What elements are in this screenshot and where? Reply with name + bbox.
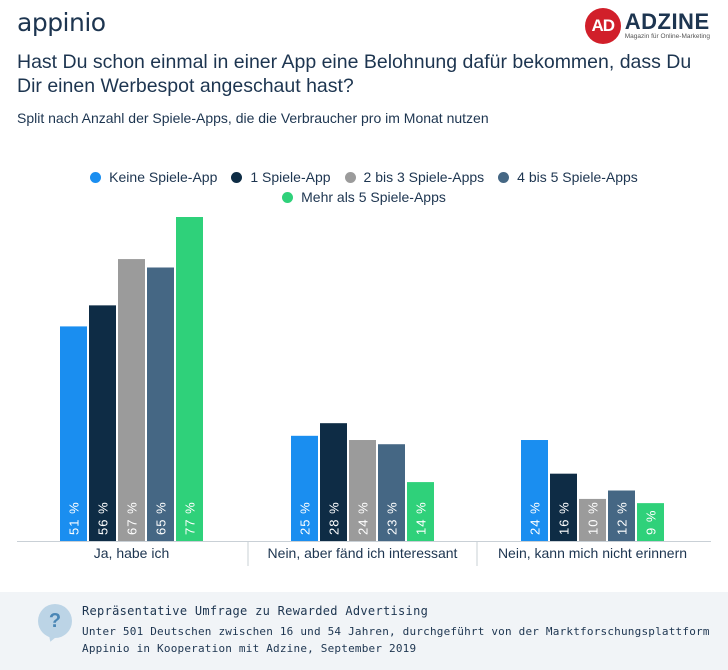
bar (608, 490, 635, 541)
bar (320, 423, 347, 541)
header: appinio AD ADZINE Magazin für Online-Mar… (0, 0, 728, 46)
bar (291, 435, 318, 541)
data-label: 65 % (154, 501, 169, 535)
category-label: Nein, aber fänd ich interessant (268, 545, 458, 561)
footer-line-2: Appinio in Kooperation mit Adzine, Septe… (82, 642, 417, 655)
legend-label: 4 bis 5 Spiele-Apps (517, 169, 638, 185)
footer-title: Repräsentative Umfrage zu Rewarded Adver… (82, 604, 429, 618)
bar (118, 259, 145, 541)
data-label: 14 % (414, 501, 429, 535)
chart-subtitle: Split nach Anzahl der Spiele-Apps, die d… (17, 110, 489, 126)
bar (521, 440, 548, 541)
data-label: 28 % (327, 501, 342, 535)
bar (579, 498, 606, 541)
data-label: 51 % (67, 501, 82, 535)
legend-label: 1 Spiele-App (250, 169, 331, 185)
data-label: 56 % (96, 501, 111, 535)
data-label: 77 % (183, 501, 198, 535)
adzine-logo-tagline: Magazin für Online-Marketing (624, 33, 710, 40)
data-label: 16 % (557, 501, 572, 535)
bar (60, 326, 87, 541)
appinio-logo: appinio (17, 8, 106, 37)
bar (89, 305, 116, 541)
legend-item: Mehr als 5 Spiele-Apps (282, 189, 446, 205)
data-label: 10 % (586, 501, 601, 535)
data-label: 23 % (385, 501, 400, 535)
bar (378, 444, 405, 541)
chart-title: Hast Du schon einmal in einer App eine B… (17, 51, 692, 97)
data-label: 12 % (615, 501, 630, 535)
category-label: Ja, habe ich (94, 545, 170, 561)
legend-swatch (282, 191, 294, 203)
footer-line-1: Unter 501 Deutschen zwischen 16 und 54 J… (82, 625, 710, 638)
category-label: Nein, kann mich nicht erinnern (498, 545, 687, 561)
data-label: 25 % (298, 501, 313, 535)
bar (637, 503, 664, 541)
bar (407, 482, 434, 541)
legend-item: Keine Spiele-App (90, 169, 217, 185)
legend-label: Mehr als 5 Spiele-Apps (301, 189, 446, 205)
legend-swatch (344, 171, 356, 183)
data-label: 9 % (644, 510, 659, 535)
data-label: 24 % (528, 501, 543, 535)
adzine-logo-word: ADZINE (624, 9, 710, 34)
footer-text: Unter 501 Deutschen zwischen 16 und 54 J… (82, 623, 722, 657)
footer: ? Repräsentative Umfrage zu Rewarded Adv… (0, 592, 728, 670)
legend-item: 1 Spiele-App (231, 169, 331, 185)
data-label: 67 % (125, 501, 140, 535)
legend-label: Keine Spiele-App (109, 169, 218, 185)
adzine-logo-mark: AD (584, 8, 621, 44)
bar (147, 267, 174, 541)
legend-swatch (90, 171, 102, 183)
legend-item: 4 bis 5 Spiele-Apps (498, 169, 638, 185)
legend-label: 2 bis 3 Spiele-Apps (363, 169, 485, 185)
data-label: 24 % (356, 501, 371, 535)
bar (176, 217, 203, 541)
legend-item: 2 bis 3 Spiele-Apps (344, 169, 485, 185)
legend-swatch (231, 171, 243, 183)
question-icon: ? (38, 604, 72, 638)
bar (349, 440, 376, 541)
chart-legend: Keine Spiele-App 1 Spiele-App 2 bis 3 Spie… (0, 167, 728, 207)
legend-swatch (498, 171, 510, 183)
bar (550, 473, 577, 541)
adzine-logo: AD ADZINE Magazin für Online-Marketing (584, 8, 710, 44)
